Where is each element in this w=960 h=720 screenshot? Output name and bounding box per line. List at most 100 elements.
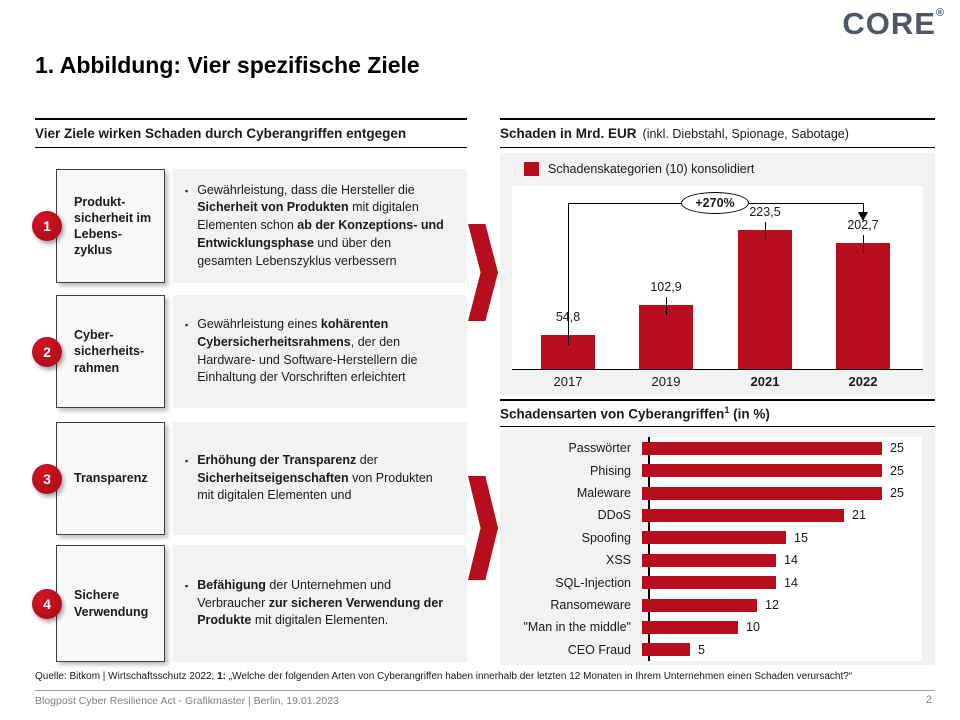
damage-bar-chart: Schadenskategorien (10) konsolidiert +27…: [500, 153, 935, 395]
bar-value-label: 10: [746, 620, 760, 635]
y-axis-label: DDoS: [597, 508, 631, 523]
goals-list: ▪ Gewährleistung, dass die Hersteller di…: [32, 165, 467, 670]
bar-value-label: 54,8: [555, 310, 581, 324]
goal-description-2: ▪ Gewährleistung eines kohärenten Cybers…: [173, 295, 467, 408]
chart-row: "Man in the middle" 10: [500, 616, 935, 638]
x-axis-label: 2022: [848, 374, 878, 389]
damage-chart-plot-area: +270% 54,8 102,9 223,5 202,7: [512, 186, 923, 370]
core-logo: CORE®: [842, 6, 944, 42]
goal-number-badge-1: 1: [32, 211, 62, 241]
source-note: Quelle: Bitkom | Wirtschaftsschutz 2022;…: [35, 671, 853, 682]
chart-row: SQL-Injection 14: [500, 571, 935, 593]
goal-box-1: Produkt- sicherheit im Lebens- zyklus: [56, 169, 165, 283]
bar-value-label: 25: [890, 486, 904, 501]
x-axis-label: 2017: [553, 374, 583, 389]
bar-tick: [568, 327, 570, 345]
goal-description-text: Erhöhung der Transparenz der Sicherheits…: [197, 452, 433, 503]
annotation-bracket-line: [568, 203, 569, 327]
bar-tick: [666, 297, 668, 315]
bar: [642, 620, 738, 634]
chart-row: CEO Fraud 5: [500, 639, 935, 661]
goal-number-badge-2: 2: [32, 336, 62, 367]
bar-value-label: 12: [765, 598, 779, 613]
bullet-icon: ▪: [185, 185, 189, 196]
bullet-icon: ▪: [185, 320, 189, 330]
goal-box-4: Sichere Verwendung: [56, 545, 165, 662]
bar-value-label: 25: [890, 463, 904, 478]
goal-item-2: ▪ Gewährleistung eines kohärenten Cybers…: [32, 295, 467, 408]
chart-row: XSS 14: [500, 549, 935, 571]
y-axis-label: Phising: [590, 463, 631, 478]
footer-text: Blogpost Cyber Resilience Act - Grafikma…: [35, 695, 339, 707]
bar-value-label: 15: [794, 530, 808, 545]
bar-tick: [765, 222, 767, 240]
chevron-right-icon: [468, 224, 498, 321]
bar-value-label: 14: [784, 575, 798, 590]
goal-number-badge-4: 4: [32, 588, 62, 619]
chart-row: Phising 25: [500, 459, 935, 481]
attack-types-chart-title: Schadensarten von Cyberangriffen1 (in %): [500, 405, 770, 422]
goal-description-3: ▪ Erhöhung der Transparenz der Sicherhei…: [173, 422, 467, 535]
bar-value-label: 21: [852, 508, 866, 523]
chart-row: DDoS 21: [500, 504, 935, 526]
footnote-marker: 1: [724, 405, 730, 416]
bar-value-label: 102,9: [650, 280, 682, 294]
bar: [642, 643, 690, 657]
goal-description-text: Befähigung der Unternehmen und Verbrauch…: [197, 577, 444, 628]
bar: [642, 464, 882, 478]
y-axis-label: XSS: [605, 553, 631, 568]
page-title: 1. Abbildung: Vier spezifische Ziele: [35, 52, 420, 78]
bar: [642, 486, 882, 500]
chart-legend: Schadenskategorien (10) konsolidiert: [524, 162, 754, 176]
y-axis-label: Maleware: [576, 486, 631, 501]
bar-value-label: 5: [698, 642, 705, 657]
y-axis-label: "Man in the middle": [523, 620, 631, 635]
goal-item-3: ▪ Erhöhung der Transparenz der Sicherhei…: [32, 422, 467, 535]
goal-description-1: ▪ Gewährleistung, dass die Hersteller di…: [173, 169, 467, 283]
y-axis-label: Spoofing: [581, 530, 631, 545]
bar-value-label: 25: [890, 441, 904, 456]
registered-trademark-icon: ®: [935, 7, 944, 19]
bar-value-label: 223,5: [749, 205, 781, 219]
bar-tick: [863, 235, 865, 253]
left-panel-header-label: Vier Ziele wirken Schaden durch Cyberang…: [35, 126, 407, 141]
bar: [836, 243, 890, 369]
attack-types-chart-header: Schadensarten von Cyberangriffen1 (in %): [500, 399, 935, 427]
x-axis-label: 2019: [651, 374, 681, 389]
footer-divider: [35, 690, 935, 691]
goal-description-text: Gewährleistung eines kohärenten Cybersic…: [197, 317, 418, 385]
bar-value-label: 202,7: [847, 218, 879, 232]
legend-label: Schadenskategorien (10) konsolidiert: [548, 162, 755, 176]
bar: [642, 553, 776, 567]
annotation-arrow-line: [863, 203, 864, 213]
chevron-right-icon: [468, 476, 498, 580]
bullet-icon: ▪: [185, 580, 189, 591]
legend-swatch-icon: [524, 162, 539, 176]
goal-description-text: Gewährleistung, dass die Hersteller die …: [197, 182, 444, 268]
y-axis-label: Ransomeware: [550, 598, 631, 613]
y-axis-label: Passwörter: [568, 441, 631, 456]
x-axis-line: [512, 369, 923, 370]
annotation-arrowhead-icon: [858, 212, 868, 221]
growth-annotation-badge: +270%: [681, 192, 749, 214]
goal-box-2: Cyber- sicherheits- rahmen: [56, 295, 165, 408]
damage-chart-subtitle: (inkl. Diebstahl, Spionage, Sabotage): [642, 126, 849, 141]
bullet-icon: ▪: [185, 455, 189, 466]
bar: [642, 576, 776, 590]
bar: [642, 441, 882, 455]
damage-chart-title: Schaden in Mrd. EUR: [500, 126, 637, 141]
goal-number-badge-3: 3: [32, 463, 62, 494]
attack-types-bar-chart: Passwörter 25 Phising 25 Maleware 25 DDoS 21 Spo…: [500, 430, 935, 665]
page-number: 2: [925, 694, 932, 706]
y-axis-label: SQL-Injection: [555, 575, 631, 590]
goal-item-1: ▪ Gewährleistung, dass die Hersteller di…: [32, 169, 467, 283]
x-axis-label: 2021: [750, 374, 780, 389]
bar-value-label: 14: [784, 553, 798, 568]
bar: [642, 508, 844, 522]
chart-row: Maleware 25: [500, 482, 935, 504]
goal-description-4: ▪ Befähigung der Unternehmen und Verbrau…: [173, 545, 467, 662]
attack-types-rows: Passwörter 25 Phising 25 Maleware 25 DDoS 21 Spo…: [500, 437, 935, 661]
goal-box-3: Transparenz: [56, 422, 165, 535]
bar: [642, 598, 757, 612]
